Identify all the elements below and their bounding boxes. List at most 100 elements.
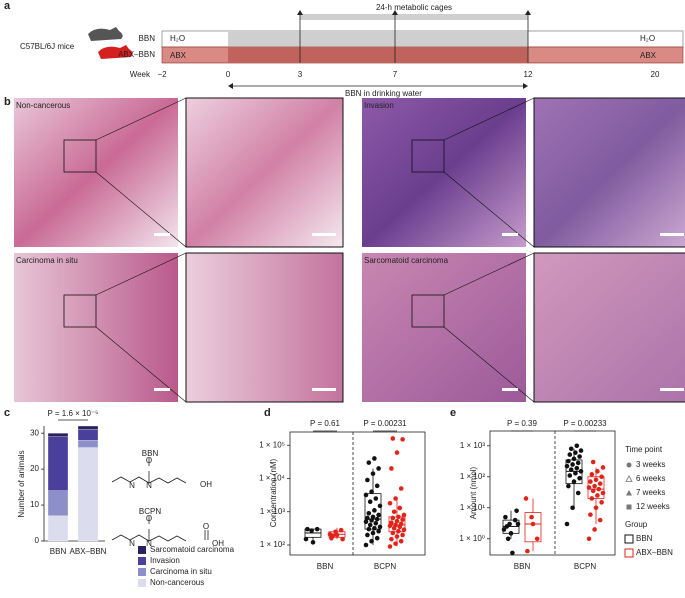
overview-image [14,253,178,402]
data-point [366,510,372,516]
data-point [398,486,404,491]
data-point [330,533,336,539]
scale-bar [660,233,684,236]
data-point [363,492,369,498]
data-point [310,540,316,545]
zoom-frame [185,252,344,403]
data-point [592,527,597,532]
data-point [370,514,376,520]
p-value: P = 0.61 [310,419,340,428]
p-value: P = 0.39 [507,419,537,428]
legend-label: BBN [636,534,653,543]
legend-swatch [138,546,146,554]
x-tick-label: BBN [514,562,531,571]
legend-label: 3 weeks [636,460,665,469]
bar-segment [77,447,99,542]
data-point [334,532,340,538]
y-tick-label: 1 × 10² [460,472,485,481]
data-point [363,542,369,548]
y-axis-label: Concentration (nM) [269,458,278,527]
data-point [365,532,370,538]
data-point [309,528,314,533]
overview-image [362,253,526,402]
y-tick-label: 1 × 10³ [260,507,285,516]
legend-label: Carcinoma in situ [150,567,212,576]
y-axis-label: Amount (nmol) [469,466,478,519]
panel-label: d [264,407,271,419]
legend-swatch [138,557,146,565]
data-point [574,443,580,449]
data-point [394,534,400,539]
x-tick-label: BCPN [574,562,596,571]
data-point [372,456,377,461]
panel-label: c [4,407,10,419]
zoom-line [443,252,535,296]
data-point [578,469,584,474]
data-point [567,452,573,457]
data-point [566,483,571,489]
zoom-image [534,98,685,247]
data-point [595,469,600,474]
plot-frame [289,431,426,556]
zoom-box [63,139,97,173]
data-point [597,481,603,486]
plot-frame [489,430,616,556]
legend-label: Invasion [150,556,180,565]
data-point [390,530,396,536]
legend-shape [625,475,633,482]
cage-label: 24-h metabolic cages [376,3,452,12]
scale-bar [312,233,336,236]
data-point [390,436,396,441]
data-point [366,526,372,532]
p-value: P = 0.00233 [563,419,607,428]
structure-name: BCPN [139,507,161,516]
data-point [389,536,394,542]
x-tick-label: BCPN [374,562,396,571]
data-point [589,472,595,477]
bar-segment [77,429,99,441]
data-point [391,509,397,515]
x-tick-label: ABX–BBN [70,547,107,556]
week-number: 3 [298,70,303,79]
data-point [372,525,377,531]
zoom-image [186,98,343,247]
scale-bar [660,388,684,391]
data-point [570,505,575,511]
y-tick-label: 0 [35,536,40,545]
atom: O [146,514,152,523]
abx-bbn-period [228,47,528,63]
data-point [575,490,581,496]
atom: N [146,481,152,490]
data-point [390,515,396,521]
structure-name: BBN [142,449,159,458]
data-point [593,505,599,511]
week-label: Week [130,70,151,79]
legend-label: 12 weeks [636,502,670,511]
data-point [508,531,514,536]
data-point [373,496,379,501]
abx-label: ABX [170,51,187,60]
legend-label: 7 weeks [636,488,665,497]
data-point [305,526,310,532]
data-point [376,528,381,534]
data-point [338,527,344,533]
week-number: −2 [157,70,167,79]
data-point [387,500,393,506]
mouse-icon [98,45,133,59]
panel-label: a [4,0,11,12]
data-point [503,514,508,520]
data-point [367,522,373,528]
abx-label: ABX [640,51,657,60]
data-point [590,488,596,494]
data-point [370,530,376,536]
scale-bar [154,388,170,391]
structures [111,458,209,542]
zoom-line [95,252,187,296]
legend-label: Sarcomatoid carcinoma [150,545,235,554]
mice-label: C57BL/6J mice [20,42,75,51]
data-point [314,526,320,532]
data-point [373,520,379,526]
data-point [567,473,573,478]
data-point [369,518,374,523]
data-point [586,485,592,490]
